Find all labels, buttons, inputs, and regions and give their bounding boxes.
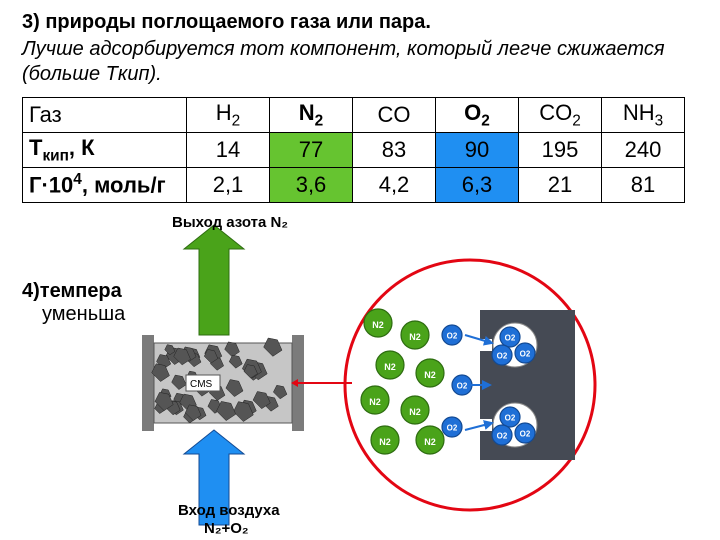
adsorption-table: ГазH2N2COO2CO2NH3 Tкип, К14778390195240 Г·… <box>22 97 685 203</box>
n2-molecule: N2 <box>416 359 444 387</box>
section-4-fragment: 4)темпера уменьша <box>22 280 125 326</box>
label-inlet-2: N₂+O₂ <box>204 520 249 535</box>
table-cell: 195 <box>519 133 602 168</box>
n2-molecule: N2 <box>401 321 429 349</box>
o2-molecule: O2 <box>515 343 535 363</box>
o2-molecule: O2 <box>442 417 462 437</box>
svg-text:O2: O2 <box>447 332 458 341</box>
o2-molecule: O2 <box>452 375 472 395</box>
table-header-cell: CO <box>353 98 436 133</box>
table-header-cell: N2 <box>270 98 353 133</box>
cms-label: CMS <box>190 379 213 390</box>
svg-text:O2: O2 <box>505 334 516 343</box>
psa-diagram: Выход азота N₂ Вход воздухаN₂+O₂ CMS N2 N2 N2… <box>130 215 600 535</box>
table-cell: 14 <box>187 133 270 168</box>
label-outlet: Выход азота N₂ <box>172 215 288 231</box>
table-cell: 90 <box>436 133 519 168</box>
label-inlet-1: Вход воздуха <box>178 502 280 519</box>
table-cell: 2,1 <box>187 168 270 203</box>
table-rowhead: Г·104, моль/г <box>23 168 187 203</box>
svg-text:N2: N2 <box>384 362 396 372</box>
table-header-cell: CO2 <box>519 98 602 133</box>
table-header-cell: O2 <box>436 98 519 133</box>
table-cell: 4,2 <box>353 168 436 203</box>
n2-molecule: N2 <box>376 351 404 379</box>
n2-molecule: N2 <box>401 396 429 424</box>
table-header-cell: NH3 <box>602 98 685 133</box>
section-4-body: уменьша <box>22 303 125 326</box>
table-cell: 240 <box>602 133 685 168</box>
table-header-cell: H2 <box>187 98 270 133</box>
n2-molecule: N2 <box>364 309 392 337</box>
svg-text:O2: O2 <box>497 352 508 361</box>
table-cell: 3,6 <box>270 168 353 203</box>
section-4-title: 4)темпера <box>22 280 122 302</box>
heading-3: 3) природы поглощаемого газа или пара. <box>22 10 698 35</box>
table-rowhead: Tкип, К <box>23 133 187 168</box>
o2-molecule: O2 <box>492 425 512 445</box>
o2-molecule: O2 <box>492 345 512 365</box>
table-cell: 83 <box>353 133 436 168</box>
o2-molecule: O2 <box>500 407 520 427</box>
table-cell: 77 <box>270 133 353 168</box>
svg-text:N2: N2 <box>424 437 436 447</box>
svg-text:N2: N2 <box>409 332 421 342</box>
n2-molecule: N2 <box>416 426 444 454</box>
table-header-cell: Газ <box>23 98 187 133</box>
table-cell: 21 <box>519 168 602 203</box>
o2-molecule: O2 <box>500 327 520 347</box>
svg-text:O2: O2 <box>520 430 531 439</box>
o2-molecule: O2 <box>442 325 462 345</box>
o2-molecule: O2 <box>515 423 535 443</box>
n2-molecule: N2 <box>371 426 399 454</box>
svg-text:N2: N2 <box>369 397 381 407</box>
svg-text:N2: N2 <box>409 407 421 417</box>
outlet-arrow <box>184 225 244 335</box>
svg-text:O2: O2 <box>505 414 516 423</box>
svg-text:O2: O2 <box>457 382 468 391</box>
svg-text:O2: O2 <box>497 432 508 441</box>
table-cell: 81 <box>602 168 685 203</box>
svg-text:N2: N2 <box>424 370 436 380</box>
svg-text:O2: O2 <box>447 424 458 433</box>
svg-text:O2: O2 <box>520 350 531 359</box>
svg-text:N2: N2 <box>379 437 391 447</box>
table-cell: 6,3 <box>436 168 519 203</box>
n2-molecule: N2 <box>361 386 389 414</box>
subheading-3: Лучше адсорбируется тот компонент, котор… <box>22 37 698 87</box>
svg-text:N2: N2 <box>372 320 384 330</box>
